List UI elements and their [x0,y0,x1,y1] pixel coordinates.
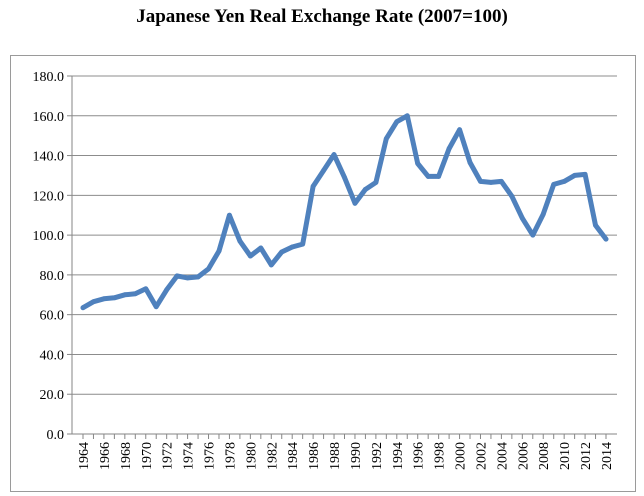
series-layer [80,113,609,311]
data-point [132,291,138,297]
x-tick-label: 1966 [98,442,113,470]
y-tick-label: 60.0 [40,309,65,324]
x-tick-label: 1974 [182,442,197,470]
data-point [425,174,431,179]
data-point [310,183,316,189]
x-tick-label: 1982 [265,442,280,470]
y-tick-label: 0.0 [47,428,65,443]
data-point [289,244,295,250]
data-point [206,266,211,272]
data-point [237,238,243,244]
x-tick-label: 1978 [223,442,238,470]
data-point [551,181,557,187]
data-point [331,152,337,157]
x-tick-label: 2008 [537,442,552,470]
x-tick-label: 2000 [454,442,469,470]
data-point [373,180,379,185]
data-point [457,127,462,133]
y-tick-label: 120.0 [33,189,65,204]
x-tick-label: 2002 [474,442,489,470]
y-tick-label: 80.0 [40,269,65,284]
y-tick-label: 100.0 [33,229,65,244]
data-point [499,179,504,184]
data-point [530,232,536,238]
data-point [509,193,515,199]
axes [67,75,617,439]
data-point [593,222,598,228]
series-line [80,113,609,311]
data-point [394,119,400,125]
x-tick-label: 1992 [370,442,385,470]
x-tick-label: 1990 [349,442,364,470]
data-point [216,248,222,254]
data-point [101,296,107,302]
x-tick-label: 1968 [119,442,134,470]
x-tick-label: 1996 [412,442,427,470]
x-tick-label: 1970 [140,442,155,470]
data-point [342,175,347,180]
y-tick-label: 40.0 [40,348,65,363]
data-point [122,292,128,298]
data-point [258,245,264,251]
y-tick-label: 20.0 [40,388,65,403]
data-point [268,262,274,268]
data-point [321,168,326,173]
x-tick-label: 1976 [203,442,218,470]
data-point [185,275,191,281]
data-point [143,286,149,292]
y-tick-label: 140.0 [33,150,65,165]
data-point [415,161,421,166]
x-tick-label: 2010 [558,442,573,470]
data-point [174,273,180,279]
data-point [227,212,232,218]
data-point [446,146,452,151]
gridlines [72,75,617,395]
data-point [91,299,96,305]
x-tick-label: 1980 [244,442,259,470]
x-tick-label: 2014 [600,442,615,470]
data-point [352,200,358,206]
data-point [383,136,389,142]
x-tick-label: 1998 [433,442,448,470]
x-tick-label: 2012 [579,442,594,470]
data-point [561,179,567,184]
data-point [478,179,483,184]
data-point [363,186,368,192]
x-tick-label: 1972 [161,442,176,470]
data-point [195,274,201,280]
x-tick-label: 1986 [307,442,322,470]
x-tick-label: 1984 [286,442,301,470]
data-point [572,173,578,178]
y-axis-ticks: 0.0 20.0 40.0 60.0 80.0 100.0 120.0 140.0 160.0 1… [33,70,65,443]
data-point [467,160,473,165]
data-point [540,211,546,217]
data-point [488,180,494,185]
y-tick-label: 180.0 [33,70,65,85]
data-point [404,113,410,119]
data-point [436,174,442,179]
data-point [153,304,159,310]
data-point [603,236,609,242]
x-tick-label: 1964 [77,442,92,470]
chart-frame [10,55,636,492]
x-tick-label: 1988 [328,442,343,470]
data-point [247,253,253,259]
data-point [582,172,588,177]
x-tick-label: 2006 [516,442,531,470]
chart-title: Japanese Yen Real Exchange Rate (2007=10… [136,6,508,27]
data-point [300,241,306,247]
data-point [279,249,285,255]
data-point [164,287,170,293]
data-point [80,305,86,311]
x-axis-ticks: 1964 1966 1968 1970 1972 1974 1976 1978 1980 1982… [77,442,615,470]
y-tick-label: 160.0 [33,110,65,125]
data-point [111,295,117,301]
x-tick-label: 2004 [495,442,510,470]
x-tick-label: 1994 [391,442,406,470]
data-point [519,215,525,221]
